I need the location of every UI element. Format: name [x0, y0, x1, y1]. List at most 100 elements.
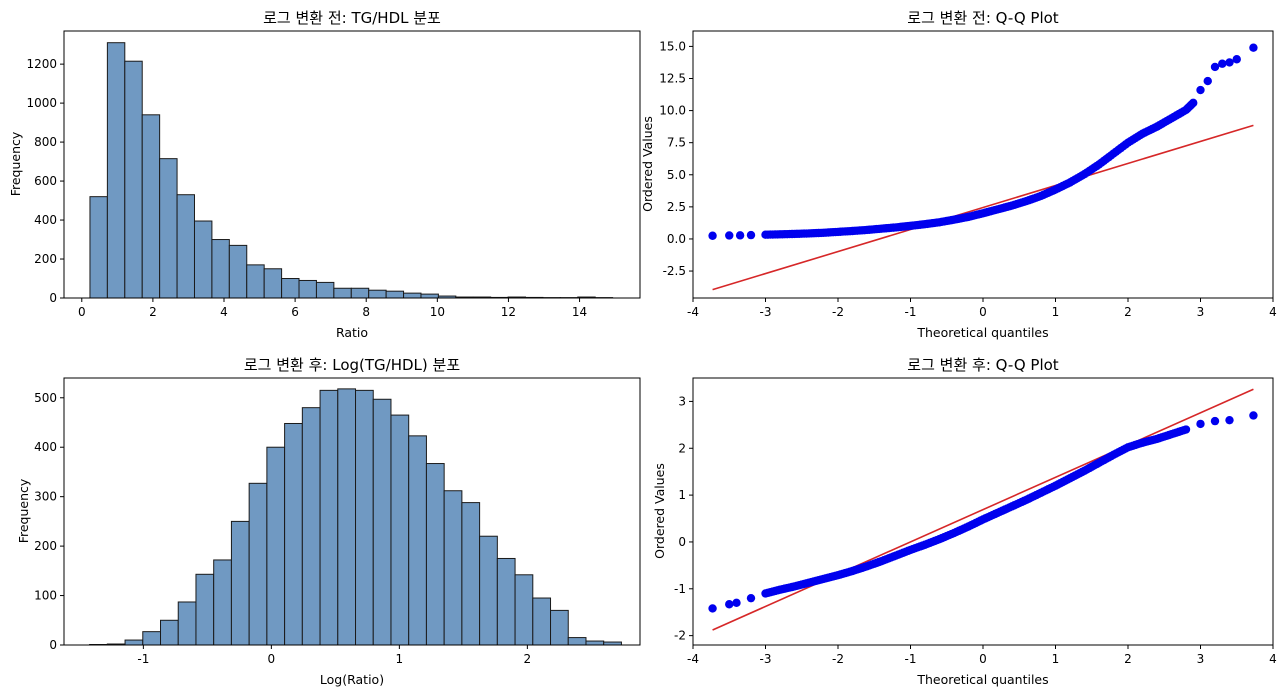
x-tick-label: -3 [760, 305, 772, 319]
histogram-bar [124, 639, 144, 646]
x-tick-label: 4 [1269, 652, 1277, 666]
histogram-bar [141, 114, 161, 299]
x-tick-label: 2 [1124, 305, 1132, 319]
histogram-bar [337, 388, 357, 646]
qq-point [1189, 98, 1198, 108]
y-tick-label: 5.0 [667, 168, 686, 182]
histogram-bar [142, 631, 162, 646]
points [708, 43, 1258, 240]
x-axis-label: Ratio [336, 325, 368, 340]
y-axis-label: Ordered Values [640, 116, 655, 212]
histogram-bar [213, 559, 232, 646]
qq-point [1249, 43, 1258, 52]
histogram-bar [284, 422, 303, 646]
histogram-bar [425, 463, 445, 646]
qq-point [1196, 419, 1205, 429]
qq-point [1225, 58, 1234, 67]
qq-point [725, 600, 734, 609]
histogram-bar [514, 574, 534, 646]
qq-point [1249, 411, 1258, 420]
bars [89, 388, 622, 646]
histogram-bar [372, 398, 392, 646]
histogram-bar [315, 281, 335, 299]
y-tick-label: 2 [678, 441, 686, 455]
histogram-bar [89, 196, 108, 299]
histogram-bar [333, 287, 352, 299]
x-tick-label: 3 [1197, 652, 1205, 666]
x-tick-label: 2 [149, 305, 157, 319]
histogram-bar [106, 42, 126, 299]
x-tick-label: -1 [905, 305, 917, 319]
axes-frame [63, 377, 641, 646]
histogram-bar [176, 194, 195, 299]
y-axis-label: Ordered Values [652, 463, 667, 559]
qq-point [708, 231, 717, 240]
histogram-bar [298, 279, 317, 299]
histogram-bar [248, 482, 268, 646]
x-tick-label: -3 [760, 652, 772, 666]
histogram-bar [301, 407, 321, 646]
histogram-bar [230, 520, 250, 646]
y-tick-label: 0 [678, 535, 686, 549]
histogram-after-panel: 로그 변환 후: Log(TG/HDL) 분포 Log(Ratio) Frequ… [16, 356, 641, 687]
x-tick-label: 1 [1052, 652, 1060, 666]
histogram-bar [195, 573, 215, 646]
qq-before-panel: 로그 변환 전: Q-Q Plot Theoretical quantiles … [640, 9, 1277, 340]
histogram-bar [246, 264, 265, 299]
y-tick-label: 1200 [26, 57, 57, 71]
y-tick-label: 200 [34, 252, 57, 266]
histogram-bar [211, 239, 230, 299]
y-tick-label: 1000 [26, 96, 57, 110]
y-tick-label: 600 [34, 174, 57, 188]
x-tick-label: 0 [979, 652, 987, 666]
x-tick-label: -4 [687, 652, 699, 666]
qq-point [746, 230, 756, 240]
x-ticks: -4 -3 -2 -1 0 1 2 3 4 [687, 645, 1277, 666]
histogram-bar [368, 289, 387, 299]
histogram-bar [420, 293, 439, 299]
histogram-bar [228, 244, 248, 299]
y-tick-label: 800 [34, 135, 57, 149]
fit-line [712, 388, 1254, 631]
y-tick-label: 3 [678, 394, 686, 408]
histogram-bar [355, 389, 374, 646]
x-tick-label: 2 [1124, 652, 1132, 666]
histogram-bar [266, 446, 286, 646]
y-tick-label: 10.0 [659, 104, 686, 118]
y-tick-label: 0 [49, 638, 57, 652]
axes-frame [692, 30, 1274, 299]
qq-point [1196, 85, 1205, 95]
y-axis-label: Frequency [16, 478, 31, 543]
y-tick-label: 400 [34, 213, 57, 227]
chart-title: 로그 변환 후: Q-Q Plot [907, 356, 1059, 374]
x-axis-label: Theoretical quantiles [916, 672, 1048, 687]
x-ticks: -1 0 1 2 [137, 645, 531, 666]
fit-line-group [712, 124, 1254, 291]
histogram-bar [385, 290, 405, 299]
qq-point [708, 604, 717, 613]
y-tick-label: 2.5 [667, 200, 686, 214]
qq-point [1203, 76, 1212, 86]
x-tick-label: 0 [268, 652, 276, 666]
y-tick-label: 0 [49, 291, 57, 305]
x-tick-label: 6 [291, 305, 299, 319]
histogram-bar [443, 490, 463, 646]
x-tick-label: -4 [687, 305, 699, 319]
y-ticks: -2.5 0.0 2.5 5.0 7.5 10.0 12.5 15.0 [659, 39, 693, 278]
qq-point [732, 598, 741, 608]
x-tick-label: 14 [572, 305, 587, 319]
histogram-bar [461, 502, 481, 646]
histogram-bar [496, 557, 516, 646]
histogram-before-panel: 로그 변환 전: TG/HDL 분포 Ratio Frequency 0 2 4 6 8… [8, 9, 641, 340]
fit-line-group [712, 388, 1254, 631]
y-tick-label: 100 [34, 589, 57, 603]
y-tick-label: -2 [674, 629, 686, 643]
y-tick-label: 300 [34, 490, 57, 504]
x-ticks: 0 2 4 6 8 10 12 14 [78, 298, 587, 319]
histogram-bar [532, 597, 552, 646]
histogram-bar [281, 278, 300, 299]
axes-frame [692, 377, 1274, 646]
chart-title: 로그 변환 전: Q-Q Plot [907, 9, 1059, 27]
chart-title: 로그 변환 전: TG/HDL 분포 [263, 9, 441, 27]
